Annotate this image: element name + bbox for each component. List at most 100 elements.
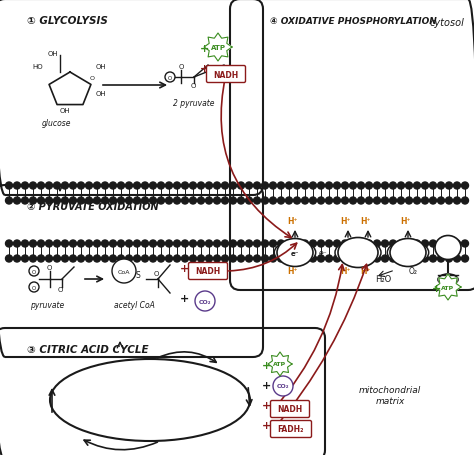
Circle shape <box>142 197 148 205</box>
Text: O: O <box>178 64 184 70</box>
Circle shape <box>93 182 100 190</box>
Circle shape <box>182 197 189 205</box>
Circle shape <box>118 182 125 190</box>
Circle shape <box>326 197 332 205</box>
Circle shape <box>421 255 428 263</box>
Text: S: S <box>136 270 141 279</box>
Circle shape <box>13 255 20 263</box>
Text: H⁺: H⁺ <box>360 217 371 226</box>
Text: +: + <box>262 420 271 430</box>
Circle shape <box>85 197 92 205</box>
Circle shape <box>285 241 292 248</box>
Circle shape <box>277 182 284 190</box>
Circle shape <box>54 197 61 205</box>
Circle shape <box>270 182 276 190</box>
Circle shape <box>357 241 365 248</box>
Text: H₂O: H₂O <box>375 274 391 283</box>
Text: mitochondrial
matrix: mitochondrial matrix <box>359 385 421 405</box>
Circle shape <box>273 376 293 396</box>
Text: CoA: CoA <box>118 269 130 274</box>
Circle shape <box>213 241 220 248</box>
Circle shape <box>277 197 284 205</box>
Circle shape <box>149 197 156 205</box>
Circle shape <box>438 182 445 190</box>
Circle shape <box>237 255 245 263</box>
Circle shape <box>118 197 125 205</box>
Circle shape <box>246 255 253 263</box>
Circle shape <box>390 197 396 205</box>
Circle shape <box>157 197 164 205</box>
Circle shape <box>206 197 212 205</box>
Circle shape <box>62 241 69 248</box>
Text: H⁺: H⁺ <box>340 267 350 275</box>
Circle shape <box>421 197 428 205</box>
Circle shape <box>357 197 365 205</box>
Circle shape <box>62 182 69 190</box>
Circle shape <box>310 182 317 190</box>
Circle shape <box>206 182 212 190</box>
Circle shape <box>221 255 228 263</box>
Circle shape <box>421 241 428 248</box>
Circle shape <box>341 197 348 205</box>
Circle shape <box>357 182 365 190</box>
Text: H⁺: H⁺ <box>340 217 350 226</box>
Text: H⁺: H⁺ <box>400 217 410 226</box>
Circle shape <box>270 241 276 248</box>
Text: +: + <box>262 380 271 390</box>
Circle shape <box>13 241 20 248</box>
Circle shape <box>246 182 253 190</box>
Text: +: + <box>180 293 189 303</box>
Circle shape <box>93 255 100 263</box>
Circle shape <box>46 182 53 190</box>
FancyBboxPatch shape <box>189 263 228 280</box>
Circle shape <box>101 255 109 263</box>
Circle shape <box>341 182 348 190</box>
Text: O: O <box>32 269 36 274</box>
Circle shape <box>221 197 228 205</box>
Circle shape <box>6 255 12 263</box>
Circle shape <box>285 197 292 205</box>
Circle shape <box>365 182 373 190</box>
Text: O: O <box>57 286 63 293</box>
Text: ATP: ATP <box>273 362 287 367</box>
Circle shape <box>237 241 245 248</box>
Circle shape <box>462 241 468 248</box>
Text: O: O <box>191 83 196 89</box>
Circle shape <box>382 255 389 263</box>
Circle shape <box>29 182 36 190</box>
Circle shape <box>365 241 373 248</box>
Text: NADH: NADH <box>277 404 302 414</box>
Circle shape <box>454 255 461 263</box>
Ellipse shape <box>412 245 428 261</box>
Circle shape <box>429 255 437 263</box>
Text: OH: OH <box>48 51 59 57</box>
Circle shape <box>13 182 20 190</box>
Circle shape <box>270 255 276 263</box>
Circle shape <box>149 255 156 263</box>
Text: +: + <box>262 400 271 410</box>
FancyBboxPatch shape <box>207 66 246 83</box>
Circle shape <box>173 255 181 263</box>
Circle shape <box>165 182 173 190</box>
Circle shape <box>54 255 61 263</box>
Circle shape <box>85 241 92 248</box>
Circle shape <box>165 255 173 263</box>
Circle shape <box>462 197 468 205</box>
Circle shape <box>382 182 389 190</box>
Circle shape <box>46 241 53 248</box>
Circle shape <box>109 182 117 190</box>
Circle shape <box>454 182 461 190</box>
Circle shape <box>213 197 220 205</box>
Circle shape <box>438 197 445 205</box>
Text: ③ CITRIC ACID CYCLE: ③ CITRIC ACID CYCLE <box>27 344 149 354</box>
Text: cytosol: cytosol <box>430 18 465 28</box>
Circle shape <box>262 182 268 190</box>
Circle shape <box>37 241 45 248</box>
Circle shape <box>334 182 340 190</box>
Ellipse shape <box>363 245 381 261</box>
Polygon shape <box>204 34 232 62</box>
Text: H⁺: H⁺ <box>287 267 298 275</box>
Text: OH: OH <box>60 108 70 114</box>
Text: O: O <box>46 264 52 270</box>
Circle shape <box>126 182 133 190</box>
